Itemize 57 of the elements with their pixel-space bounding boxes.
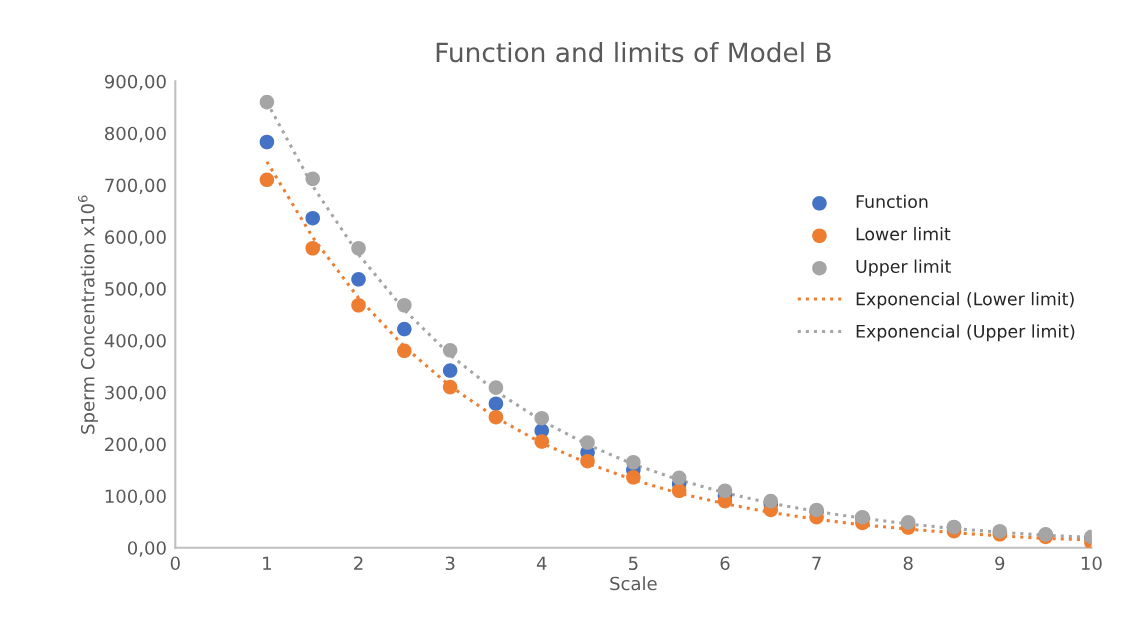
- point: [442, 343, 458, 358]
- y-tick-label: 100,00: [105, 489, 166, 505]
- legend-label: Lower limit: [856, 227, 951, 241]
- point: [397, 343, 412, 359]
- x-tick-label: 3: [445, 556, 455, 571]
- y-tick-label: 200,00: [105, 437, 166, 454]
- point: [488, 409, 504, 425]
- point: [671, 470, 687, 486]
- x-tick-label: 1: [263, 556, 271, 570]
- x-tick-label: 0: [170, 556, 180, 571]
- point: [534, 434, 550, 449]
- x-tick-label: 4: [536, 556, 547, 570]
- point: [488, 396, 504, 411]
- point: [534, 410, 550, 426]
- point: [717, 483, 733, 499]
- y-tick-label: 700,00: [105, 178, 166, 194]
- x-tick-label: 10: [1081, 556, 1102, 571]
- x-axis-title: Scale: [610, 576, 657, 591]
- y-tick-label: 600,00: [105, 230, 166, 246]
- point: [580, 453, 595, 469]
- point: [626, 454, 641, 470]
- legend-label: Upper limit: [856, 259, 951, 277]
- x-tick-label: 7: [812, 556, 821, 570]
- point: [580, 435, 595, 450]
- point: [351, 240, 366, 256]
- legend-label: Exponencial (Upper limit): [856, 324, 1075, 342]
- point: [442, 363, 458, 378]
- point: [259, 172, 275, 188]
- x-tick-label: 5: [629, 556, 638, 571]
- legend-label: Function: [856, 194, 928, 209]
- point: [397, 297, 412, 313]
- point: [351, 297, 366, 313]
- y-tick-label: 800,00: [105, 126, 166, 143]
- point: [259, 134, 275, 150]
- y-axis-title: Sperm Concentration x10$^{6}$: [78, 195, 99, 434]
- chart-title: Function and limits of Model B: [436, 41, 831, 63]
- y-tick-label: 500,00: [105, 282, 166, 298]
- point: [900, 515, 916, 530]
- legend-label: Exponencial (Lower limit): [856, 291, 1074, 309]
- x-tick-label: 9: [995, 556, 1005, 571]
- x-tick-label: 8: [903, 556, 913, 571]
- point: [488, 380, 504, 395]
- point: [671, 483, 687, 499]
- y-tick-label: 400,00: [104, 333, 166, 350]
- y-tick-label: 900,00: [104, 74, 166, 91]
- point: [305, 171, 320, 187]
- point: [305, 240, 320, 256]
- point: [397, 321, 412, 337]
- y-tick-label: 300,00: [105, 385, 166, 402]
- point: [442, 379, 458, 395]
- y-tick-label: 0,00: [127, 541, 166, 557]
- point: [351, 272, 366, 287]
- point: [626, 469, 641, 485]
- point: [305, 210, 320, 226]
- point: [259, 94, 275, 110]
- x-tick-label: 6: [720, 556, 730, 571]
- x-tick-label: 2: [354, 556, 363, 570]
